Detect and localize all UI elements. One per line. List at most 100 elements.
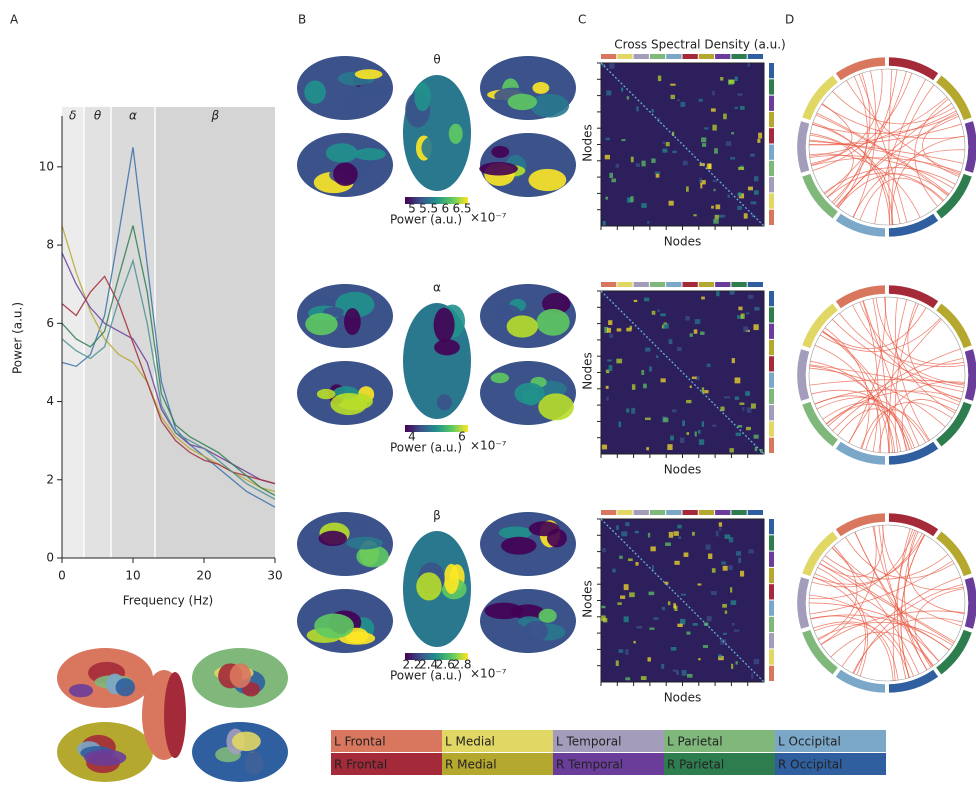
region-strip-right bbox=[769, 551, 774, 567]
y-tick-label: 6 bbox=[46, 316, 54, 330]
csd-cell bbox=[679, 618, 686, 625]
region-strip-top bbox=[617, 282, 633, 287]
csd-cell bbox=[672, 409, 677, 413]
csd-cell bbox=[662, 141, 666, 144]
chord-link bbox=[809, 134, 854, 198]
region-strip-top bbox=[617, 510, 633, 515]
panel-label: D bbox=[785, 13, 794, 27]
chord-segment bbox=[964, 576, 976, 630]
csd-cell bbox=[723, 214, 726, 218]
csd-cell bbox=[750, 201, 757, 205]
legend-swatch bbox=[664, 753, 775, 775]
chord-link bbox=[852, 304, 962, 400]
brain-region bbox=[490, 372, 509, 384]
colorbar-tick-label: 2.2 bbox=[402, 658, 421, 672]
colorbar-label: Power (a.u.) bbox=[390, 441, 462, 455]
csd-cell bbox=[673, 603, 677, 609]
csd-cell bbox=[689, 333, 693, 337]
csd-cell bbox=[734, 106, 738, 110]
csd-cell bbox=[753, 434, 759, 439]
chord-link bbox=[820, 526, 877, 645]
legend-label: L Temporal bbox=[556, 735, 621, 749]
csd-cell bbox=[660, 313, 666, 317]
brain-region bbox=[506, 315, 539, 338]
csd-cell bbox=[697, 583, 702, 586]
csd-cell bbox=[713, 188, 716, 192]
csd-cell bbox=[747, 63, 750, 67]
chord-link bbox=[811, 157, 961, 173]
legend-label: L Parietal bbox=[667, 735, 723, 749]
csd-cell bbox=[738, 557, 741, 563]
csd-cell bbox=[735, 432, 742, 436]
matrix-title: Cross Spectral Density (a.u.) bbox=[614, 38, 785, 52]
csd-cell bbox=[750, 153, 755, 157]
csd-cell bbox=[753, 658, 760, 665]
csd-cell bbox=[700, 331, 705, 335]
csd-cell bbox=[663, 417, 669, 423]
brain-region bbox=[354, 69, 383, 80]
csd-cell bbox=[635, 562, 639, 566]
chord-link bbox=[852, 617, 963, 674]
csd-cell bbox=[700, 180, 706, 185]
atlas-region bbox=[242, 682, 260, 697]
csd-cell bbox=[651, 158, 656, 163]
csd-cell bbox=[718, 655, 724, 661]
csd-cell bbox=[650, 546, 656, 552]
csd-cell bbox=[723, 113, 727, 120]
csd-cell bbox=[759, 448, 763, 453]
chord-link bbox=[812, 72, 913, 172]
colorbar-tick-label: 5.5 bbox=[419, 202, 438, 216]
region-strip-top bbox=[682, 510, 698, 515]
csd-cell bbox=[734, 396, 740, 400]
csd-cell bbox=[701, 421, 705, 427]
brain-region bbox=[514, 382, 545, 405]
spectrum-line bbox=[61, 225, 276, 493]
csd-cell bbox=[716, 291, 720, 297]
chord-link bbox=[810, 103, 853, 164]
csd-cell bbox=[676, 347, 682, 352]
csd-cell bbox=[735, 661, 738, 665]
legend-label: R Parietal bbox=[667, 758, 724, 772]
csd-cell bbox=[730, 587, 733, 593]
csd-cell bbox=[731, 358, 735, 364]
chord-link bbox=[859, 177, 944, 221]
csd-cell bbox=[648, 366, 653, 372]
matrix-y-label: Nodes bbox=[581, 580, 595, 618]
region-strip-right bbox=[769, 193, 774, 209]
csd-cell bbox=[634, 530, 639, 534]
csd-cell bbox=[651, 565, 654, 571]
brain-region bbox=[405, 342, 429, 371]
brain-region bbox=[416, 572, 442, 601]
chord-link bbox=[819, 525, 884, 578]
csd-cell bbox=[605, 137, 610, 141]
colorbar bbox=[405, 425, 468, 432]
chord-segment bbox=[801, 530, 839, 577]
chord-link bbox=[824, 327, 870, 449]
csd-cell bbox=[663, 323, 669, 329]
chord-link bbox=[817, 567, 868, 677]
region-strip-top bbox=[666, 54, 682, 59]
csd-cell bbox=[712, 124, 717, 131]
atlas-region bbox=[68, 683, 94, 698]
csd-cell bbox=[630, 196, 634, 203]
csd-cell bbox=[718, 522, 723, 527]
region-strip-top bbox=[617, 54, 633, 59]
chord-link bbox=[821, 559, 955, 643]
csd-cell bbox=[750, 403, 756, 409]
chord-segment bbox=[801, 629, 839, 676]
brain-region bbox=[333, 162, 358, 187]
region-strip-top bbox=[731, 510, 747, 515]
atlas-region bbox=[115, 678, 135, 697]
csd-cell bbox=[665, 542, 671, 546]
brain-region bbox=[491, 145, 510, 158]
chord-link bbox=[816, 112, 950, 195]
brain-region bbox=[436, 394, 453, 411]
band-shade bbox=[84, 107, 111, 558]
region-strip-top bbox=[666, 510, 682, 515]
csd-cell bbox=[686, 673, 693, 678]
csd-cell bbox=[722, 603, 727, 608]
chord-link bbox=[872, 526, 933, 667]
csd-cell bbox=[715, 204, 721, 210]
csd-cell bbox=[722, 565, 728, 571]
